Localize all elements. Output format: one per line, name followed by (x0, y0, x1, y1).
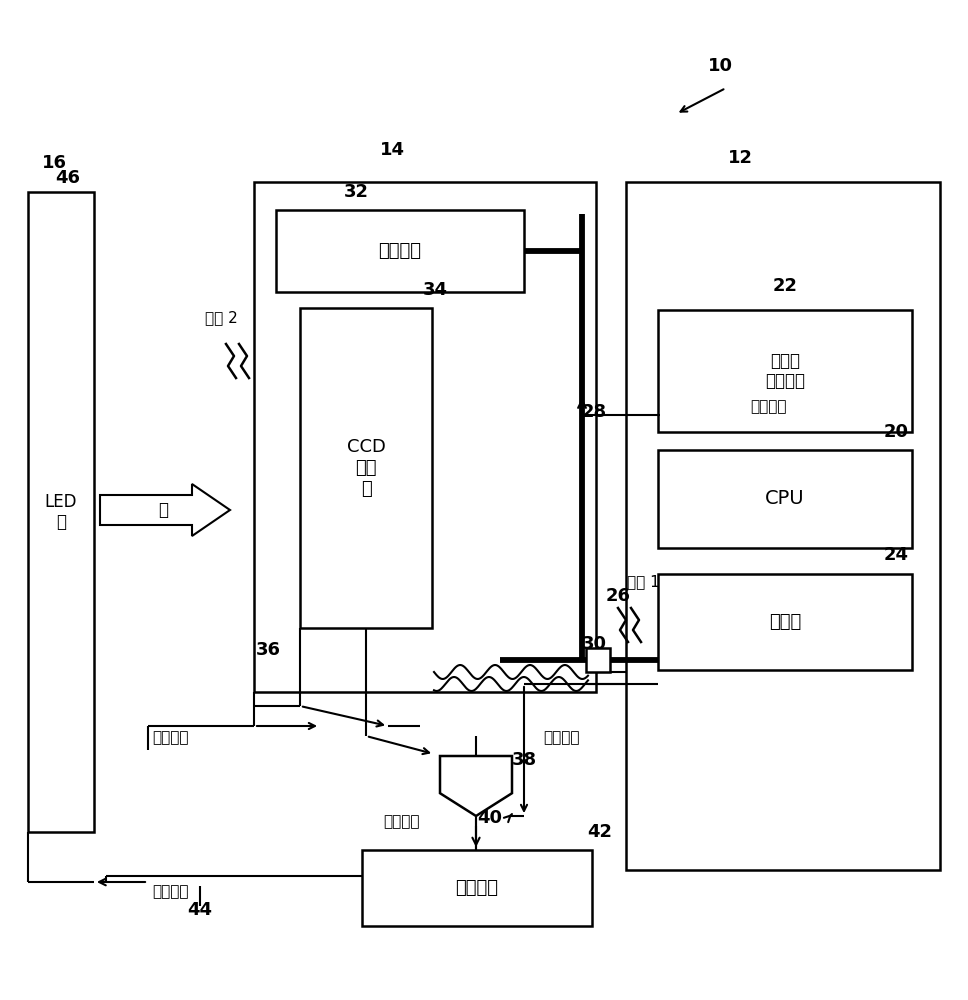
Text: 驱动信号: 驱动信号 (152, 884, 189, 900)
Text: 第二信号: 第二信号 (152, 730, 189, 746)
Text: 28: 28 (582, 403, 607, 421)
Text: 40: 40 (477, 809, 502, 827)
Bar (658, 574, 912, 670)
Text: 12: 12 (728, 149, 752, 167)
Text: 第一信号: 第一信号 (543, 730, 580, 746)
Text: 34: 34 (422, 281, 447, 299)
Bar (626, 182, 940, 870)
Bar (300, 308, 432, 628)
Text: 16: 16 (42, 154, 67, 172)
Text: 第三信号: 第三信号 (383, 814, 419, 830)
Text: 驱动电路: 驱动电路 (456, 879, 499, 897)
Text: 42: 42 (588, 823, 613, 841)
Text: 24: 24 (884, 546, 909, 564)
Bar (362, 850, 592, 926)
Bar (254, 182, 596, 692)
Text: 存储器: 存储器 (769, 613, 802, 631)
Text: 36: 36 (256, 641, 281, 659)
Text: 串行数据: 串行数据 (750, 399, 786, 414)
Bar (276, 210, 524, 292)
Text: CPU: CPU (765, 489, 804, 508)
Text: 38: 38 (511, 751, 536, 769)
Text: 22: 22 (772, 277, 798, 295)
Polygon shape (440, 756, 512, 816)
Text: 30: 30 (582, 635, 607, 653)
Text: 32: 32 (344, 183, 369, 201)
Bar (586, 648, 610, 672)
Text: CCD
传感
器: CCD 传感 器 (347, 438, 385, 498)
Text: 10: 10 (708, 57, 733, 75)
Text: LED
灯: LED 灯 (45, 493, 77, 531)
Bar (28, 192, 94, 832)
Text: 噪声 1: 噪声 1 (627, 574, 660, 589)
Text: 噪声 2: 噪声 2 (205, 310, 238, 326)
Bar (658, 310, 912, 432)
Text: 46: 46 (55, 169, 80, 187)
FancyArrow shape (100, 484, 230, 536)
Bar (658, 450, 912, 548)
Text: 44: 44 (188, 901, 213, 919)
Text: 控制电路: 控制电路 (378, 242, 421, 260)
Text: 14: 14 (379, 141, 405, 159)
Text: 光: 光 (158, 501, 168, 519)
Text: 20: 20 (884, 423, 909, 441)
Text: 26: 26 (606, 587, 630, 605)
Text: 存储器
（程序）: 存储器 （程序） (765, 352, 805, 390)
